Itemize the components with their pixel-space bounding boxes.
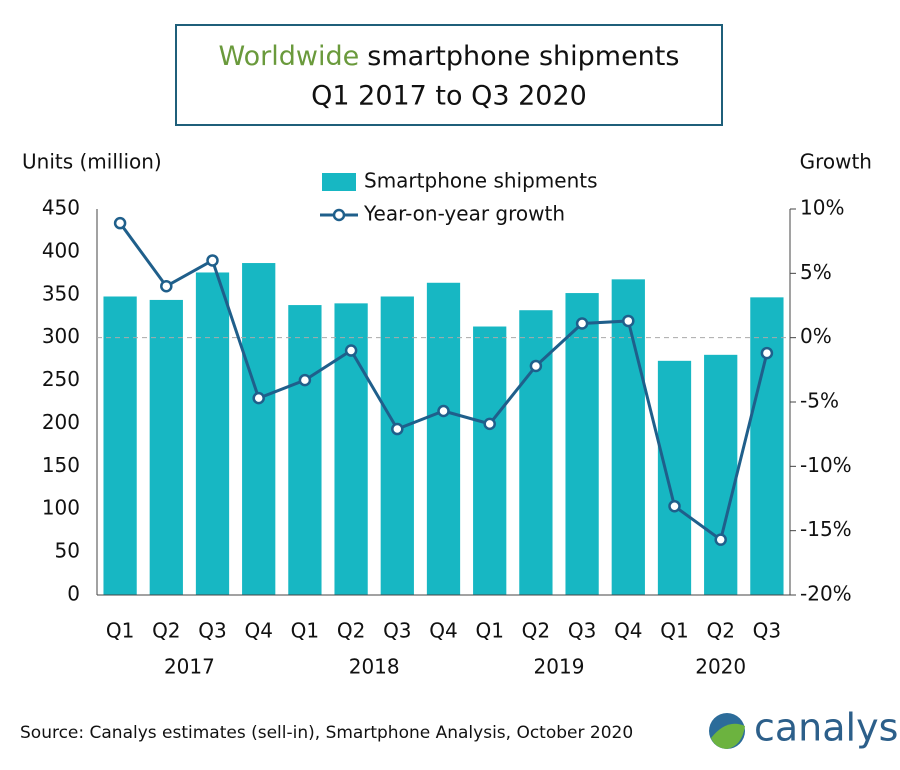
x-group-label: 2020 bbox=[695, 655, 746, 679]
y-tick-label: 400 bbox=[42, 238, 80, 262]
y-tick-label: 450 bbox=[42, 196, 80, 220]
x-group-label: 2018 bbox=[349, 655, 400, 679]
y2-tick-label: -20% bbox=[800, 582, 852, 606]
x-tick-label: Q2 bbox=[706, 619, 734, 643]
line-marker bbox=[298, 373, 312, 387]
bar bbox=[704, 354, 738, 595]
line-marker bbox=[160, 279, 173, 293]
source: Source: Canalys estimates (sell-in), Sma… bbox=[20, 723, 633, 743]
legend-swatch-marker bbox=[332, 208, 346, 222]
line-marker bbox=[575, 317, 589, 330]
y2-tick-label: 10% bbox=[800, 196, 844, 220]
line-marker bbox=[529, 359, 543, 373]
line-marker bbox=[113, 216, 127, 230]
y-tick-label: 150 bbox=[42, 453, 80, 477]
x-group-label: 2019 bbox=[534, 655, 585, 679]
line-marker bbox=[760, 346, 774, 360]
x-tick-label: Q3 bbox=[198, 619, 226, 643]
y-tick-label: 100 bbox=[42, 496, 80, 520]
bar bbox=[611, 279, 645, 595]
x-tick-label: Q2 bbox=[152, 619, 180, 643]
line-marker bbox=[668, 499, 681, 513]
y2-tick-label: 0% bbox=[800, 324, 832, 348]
line-marker bbox=[344, 344, 358, 357]
title-line: Worldwide smartphone shipments bbox=[219, 41, 680, 72]
legend-label: Smartphone shipments bbox=[364, 169, 598, 193]
x-tick-label: Q1 bbox=[475, 619, 503, 643]
bar bbox=[473, 326, 507, 595]
bar bbox=[426, 282, 461, 595]
logo-icon-accent bbox=[711, 723, 745, 749]
chart-subtitle: Q1 2017 to Q3 2020 bbox=[311, 81, 587, 112]
line-marker bbox=[483, 417, 496, 431]
y2-tick-label: -5% bbox=[800, 389, 839, 413]
line-marker bbox=[206, 254, 219, 267]
y2-tick-label: 5% bbox=[800, 260, 832, 284]
bar bbox=[380, 296, 414, 595]
bar bbox=[750, 297, 784, 595]
legend-label: Year-on-year growth bbox=[363, 202, 565, 226]
x-tick-label: Q2 bbox=[337, 619, 365, 643]
y2-axis-label: Growth bbox=[800, 150, 872, 174]
bar bbox=[519, 310, 553, 595]
logo: canalys bbox=[709, 706, 898, 750]
bar bbox=[149, 299, 183, 595]
x-tick-label: Q2 bbox=[522, 619, 550, 643]
x-tick-label: Q1 bbox=[291, 619, 319, 643]
y2-tick-label: -10% bbox=[800, 453, 852, 477]
line-marker bbox=[622, 314, 635, 328]
y-tick-label: 350 bbox=[42, 281, 80, 305]
y-tick-label: 50 bbox=[55, 539, 80, 563]
y-tick-label: 200 bbox=[42, 410, 80, 434]
y2-tick-label: -15% bbox=[800, 517, 852, 541]
x-tick-label: Q3 bbox=[383, 619, 411, 643]
y-tick-label: 300 bbox=[42, 324, 80, 348]
x-tick-label: Q4 bbox=[429, 619, 457, 643]
x-group-label: 2017 bbox=[164, 655, 215, 679]
y-tick-label: 0 bbox=[67, 582, 80, 606]
line-marker bbox=[714, 533, 727, 546]
line-marker bbox=[437, 404, 450, 418]
y-axis-label: Units (million) bbox=[22, 150, 162, 174]
line-marker bbox=[252, 391, 265, 405]
chart-title: smartphone shipments bbox=[367, 41, 679, 72]
x-tick-label: Q4 bbox=[244, 619, 272, 643]
x-tick-label: Q1 bbox=[106, 619, 134, 643]
bar bbox=[565, 293, 599, 595]
bar bbox=[103, 296, 137, 595]
logo-text: canalys bbox=[754, 706, 898, 750]
y-tick-label: 250 bbox=[42, 367, 80, 391]
bar bbox=[657, 360, 692, 595]
x-tick-label: Q4 bbox=[614, 619, 642, 643]
bar bbox=[195, 272, 230, 595]
title-box bbox=[175, 24, 723, 126]
bar bbox=[242, 263, 276, 595]
x-tick-label: Q3 bbox=[753, 619, 781, 643]
line-marker bbox=[391, 422, 404, 436]
x-tick-label: Q1 bbox=[660, 619, 688, 643]
x-tick-label: Q3 bbox=[568, 619, 596, 643]
bar bbox=[288, 305, 322, 595]
title-highlight: Worldwide bbox=[219, 41, 360, 72]
legend-swatch bbox=[322, 173, 356, 191]
